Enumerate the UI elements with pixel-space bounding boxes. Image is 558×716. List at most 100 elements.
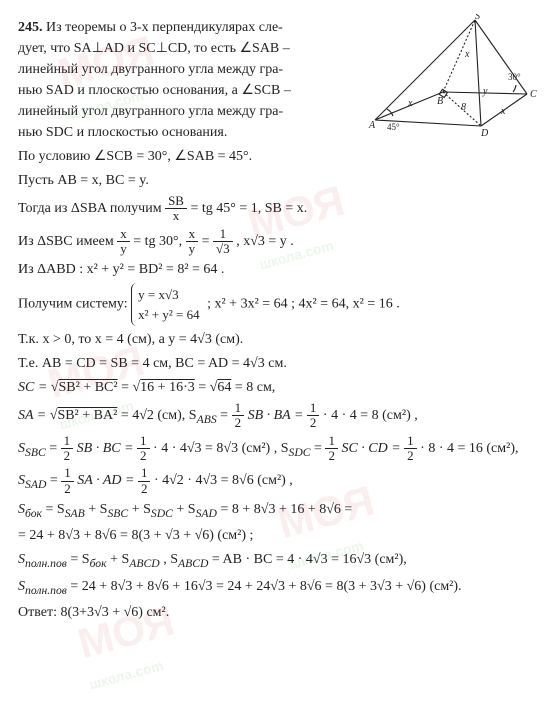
step-sba-b: = tg 45° = 1, SB = x. [190,201,307,216]
frac-d: x [165,209,187,223]
n: 1 [137,434,150,449]
d: 2 [232,416,245,430]
d: 2 [61,449,74,463]
sub: SBC [107,507,128,520]
root: 16 + 16·3 [140,380,195,395]
edge-8: 8 [461,102,466,113]
since-line: Т.к. x > 0, то x = 4 (см), а y = 4√3 (см… [18,329,540,350]
n: 1 [404,434,417,449]
vertex-a: A [368,120,376,131]
ssad-line: SSAD = 12 SA · AD = 12 · 4√2 · 4√3 = 8√6… [18,466,540,496]
sys-l1: y = x√3 [138,287,178,302]
n: 1 [138,466,151,481]
t: S [18,441,25,456]
given-line: По условию ∠SCB = 30°, ∠SAB = 45°. [18,146,540,167]
n: 1 [307,401,320,416]
root: SB² + BC² [58,380,117,395]
angle-a-label: 45° [387,122,400,132]
step-sbc: Из ΔSBC имеем xy = tg 30°, xy = 1√3 , x√… [18,227,540,257]
frac-n: SB [165,194,187,209]
intro-l6: нью SDC и плоскостью основания. [18,125,227,140]
t: · 8 · 4 = 16 (см²), [420,441,518,456]
t: SC = [18,380,51,395]
d: 2 [325,449,338,463]
t: , S [163,552,178,567]
t: SC · CD = [341,441,404,456]
d: 2 [307,416,320,430]
sub: бок [90,557,107,570]
intro-l4: нью SAD и плоскостью основания, а ∠SCB – [18,83,291,98]
sub: SAD [196,507,217,520]
intro-l5: линейный угол двугранного угла между гра… [18,104,283,119]
edge-y: y [482,86,488,97]
t: = S [46,502,65,517]
sc-line: SC = √SB² + BC² = √16 + 16·3 = √64 = 8 с… [18,377,540,398]
n: 1 [325,434,338,449]
t: + S [176,502,195,517]
sub: SDC [289,446,311,459]
answer-line: Ответ: 8(3+3√3 + √6) см². [18,602,540,623]
n: 1 [213,227,233,242]
intro-l3: линейный угол двугранного угла между гра… [18,62,283,77]
pyramid-figure: S A B C D 45° 30° x x x y 8 [365,14,540,139]
d: y [117,242,130,256]
spoln2-line: Sполн.пов = 24 + 8√3 + 8√6 + 16√3 = 24 +… [18,576,540,599]
t: = S [70,552,89,567]
n: x [117,227,130,242]
sub: SAB [65,507,85,520]
sub: полн.пов [25,557,67,570]
t: SB · BA = [248,408,307,423]
t: = 8 + 8√3 + 16 + 8√6 = [220,502,352,517]
d: 2 [61,482,74,496]
t: S [18,579,25,594]
t: + S [132,502,151,517]
t: , x√3 = y . [236,234,294,249]
sbok-line2: = 24 + 8√3 + 8√6 = 8(3 + √3 + √6) (см²) … [18,525,540,546]
t: ; x² + 3x² = 64 ; 4x² = 64, x² = 16 . [207,297,400,312]
n: 1 [61,434,74,449]
spoln-line: Sполн.пов = Sбок + SABCD , SABCD = AB · … [18,549,540,572]
vertex-d: D [480,128,489,139]
n: 1 [232,401,245,416]
system-line: Получим систему: y = x√3 x² + y² = 64 ; … [18,283,540,326]
root: SB² + BA² [57,408,117,423]
t: SA · AD = [77,473,138,488]
t: SA = [18,408,50,423]
thus-line: Т.е. AB = CD = SB = 4 см, BC = AD = 4√3 … [18,353,540,374]
sub: полн.пов [25,583,67,596]
d: 2 [138,482,151,496]
edge-x3: x [500,106,506,117]
t: · 4√2 · 4√3 = 8√6 (см²) , [154,473,293,488]
sub: ABCD [178,557,208,570]
t: · 4 · 4√3 = 8√3 (см²) , S [153,441,288,456]
vertex-c: C [530,89,537,100]
sub: SAD [25,478,46,491]
t: = 8 см, [235,380,275,395]
t: = [220,408,231,423]
root: 64 [217,380,231,395]
t: = AB · BC = 4 · 4√3 = 16√3 (см²), [212,552,407,567]
t: S [18,473,25,488]
edge-x2: x [407,98,413,109]
t: = [198,380,209,395]
sub: бок [25,507,42,520]
t: = 4√2 (см), S [121,408,197,423]
t: = [121,380,132,395]
sub: SBC [25,446,46,459]
d: 2 [137,449,150,463]
t: SB · BC = [77,441,137,456]
n: x [186,227,199,242]
d: 2 [404,449,417,463]
edge-x: x [464,49,470,60]
d: y [186,242,199,256]
t: · 4 · 4 = 8 (см²) , [323,408,418,423]
sub: SDC [151,507,173,520]
t: + S [88,502,107,517]
sbok-line: Sбок = SSAB + SSBC + SSDC + SSAD = 8 + 8… [18,499,540,522]
t: S [18,552,25,567]
t: Получим систему: [18,297,131,312]
angle-c-label: 30° [508,72,521,82]
t: Из ΔSBC имеем [18,234,117,249]
problem-number: 245. [18,20,43,35]
sub: ABS [197,413,217,426]
